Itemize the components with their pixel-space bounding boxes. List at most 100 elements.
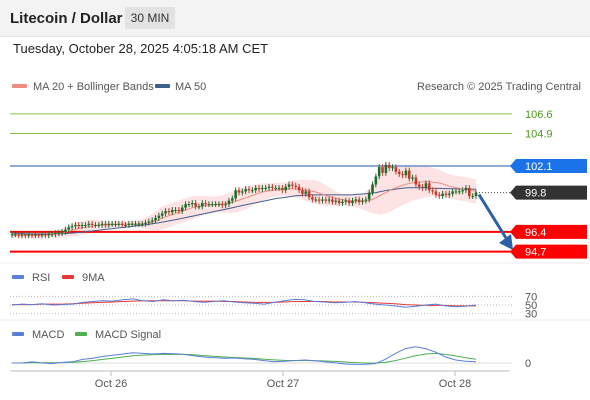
candle-body: [47, 234, 51, 236]
candlestick-layer: [10, 161, 478, 239]
candle-body: [444, 193, 448, 195]
candle-body: [287, 184, 291, 187]
candle-body: [274, 187, 278, 189]
candle-body: [200, 202, 204, 207]
instrument-title: Litecoin / Dollar: [10, 10, 123, 27]
candle-body: [431, 190, 434, 192]
candle-body: [134, 223, 137, 225]
candle-body: [334, 200, 338, 202]
support-label: 96.4: [525, 227, 546, 239]
candle-body: [354, 199, 358, 201]
candle-body: [284, 186, 288, 191]
timeframe-button[interactable]: 30 MIN: [125, 7, 175, 29]
candle-body: [80, 224, 84, 227]
candle-body: [27, 234, 30, 236]
candle-body: [254, 187, 257, 191]
candle-body: [237, 190, 241, 193]
support-tag: [510, 244, 587, 259]
candle-body: [107, 223, 111, 225]
x-tick-label: Oct 28: [439, 378, 471, 390]
candle-body: [14, 234, 17, 236]
candle-body: [64, 229, 67, 232]
candle-body: [394, 167, 398, 172]
forecast-arrow-head: [499, 234, 513, 250]
candle-body: [417, 184, 421, 187]
candle-body: [397, 171, 401, 175]
candle-body: [221, 204, 224, 206]
candle-body: [351, 200, 354, 203]
rsi-line: [11, 298, 477, 308]
candle-body: [344, 200, 348, 202]
candle-body: [377, 167, 381, 177]
ma20-legend-label: MA 20 + Bollinger Bands: [33, 81, 154, 93]
candle-body: [40, 234, 44, 236]
candle-body: [150, 220, 154, 222]
candle-body: [461, 190, 464, 192]
candle-body: [184, 204, 187, 208]
candle-body: [304, 191, 308, 194]
candle-body: [371, 184, 374, 193]
candle-body: [204, 202, 207, 205]
candle-body: [264, 187, 267, 189]
candle-body: [44, 234, 47, 236]
candle-body: [100, 223, 104, 225]
candle-body: [60, 231, 64, 234]
candle-body: [251, 190, 254, 192]
candle-body: [207, 204, 211, 206]
moving-average-layer: [11, 181, 477, 236]
candle-body: [24, 234, 27, 236]
macd-zero-label: 0: [525, 358, 531, 370]
candle-body: [234, 190, 237, 199]
ma50-legend-swatch: [155, 84, 170, 88]
candle-body: [291, 184, 294, 186]
candle-body: [381, 167, 384, 173]
candle-body: [364, 199, 368, 201]
candle-body: [414, 177, 418, 185]
pivot-tag: [510, 158, 587, 173]
chart-datetime: Tuesday, October 28, 2025 4:05:18 AM CET: [13, 41, 269, 56]
candle-body: [87, 223, 91, 225]
forecast-arrow-layer: [477, 193, 513, 250]
candle-body: [301, 190, 304, 194]
rsi-level-label: 70: [525, 291, 537, 303]
ma20-line: [12, 181, 477, 236]
candle-body: [384, 164, 388, 173]
candle-body: [70, 226, 74, 228]
macd-legend-label: MACD: [32, 329, 64, 341]
candle-body: [144, 222, 147, 224]
candle-body: [361, 200, 364, 202]
candle-body: [124, 224, 127, 226]
candle-body: [468, 187, 471, 197]
candle-body: [337, 200, 341, 203]
resistance-label: 106.6: [525, 109, 553, 121]
candle-body: [180, 207, 184, 212]
candle-body: [427, 183, 431, 191]
candle-body: [147, 221, 151, 223]
candle-body: [164, 211, 167, 214]
candle-body: [401, 174, 404, 176]
chart-header: Litecoin / Dollar 30 MIN: [0, 0, 590, 37]
candle-body: [311, 197, 314, 200]
candle-body: [77, 224, 81, 227]
candle-body: [224, 204, 227, 206]
candle-body: [277, 187, 281, 189]
candle-body: [227, 200, 231, 205]
candle-body: [281, 187, 284, 191]
bollinger-band: [12, 164, 476, 238]
candle-body: [458, 191, 461, 193]
x-tick-label: Oct 27: [267, 378, 299, 390]
candle-body: [140, 223, 144, 225]
ma50-legend-label: MA 50: [175, 81, 206, 93]
candle-body: [174, 209, 177, 211]
candle-body: [194, 202, 197, 207]
candle-body: [324, 199, 328, 201]
support-label: 94.7: [525, 247, 546, 259]
rsi-level-label: 30: [525, 309, 537, 321]
macd-panel: 0: [10, 346, 531, 370]
candle-body: [454, 191, 458, 193]
bollinger-band-layer: [12, 164, 476, 238]
ma20-legend-swatch: [12, 84, 27, 88]
candle-body: [314, 199, 318, 201]
level-tags-layer: 106.6 104.9 102.1 99.8 96.4 94.7: [510, 109, 587, 259]
pivot-label: 102.1: [525, 161, 553, 173]
